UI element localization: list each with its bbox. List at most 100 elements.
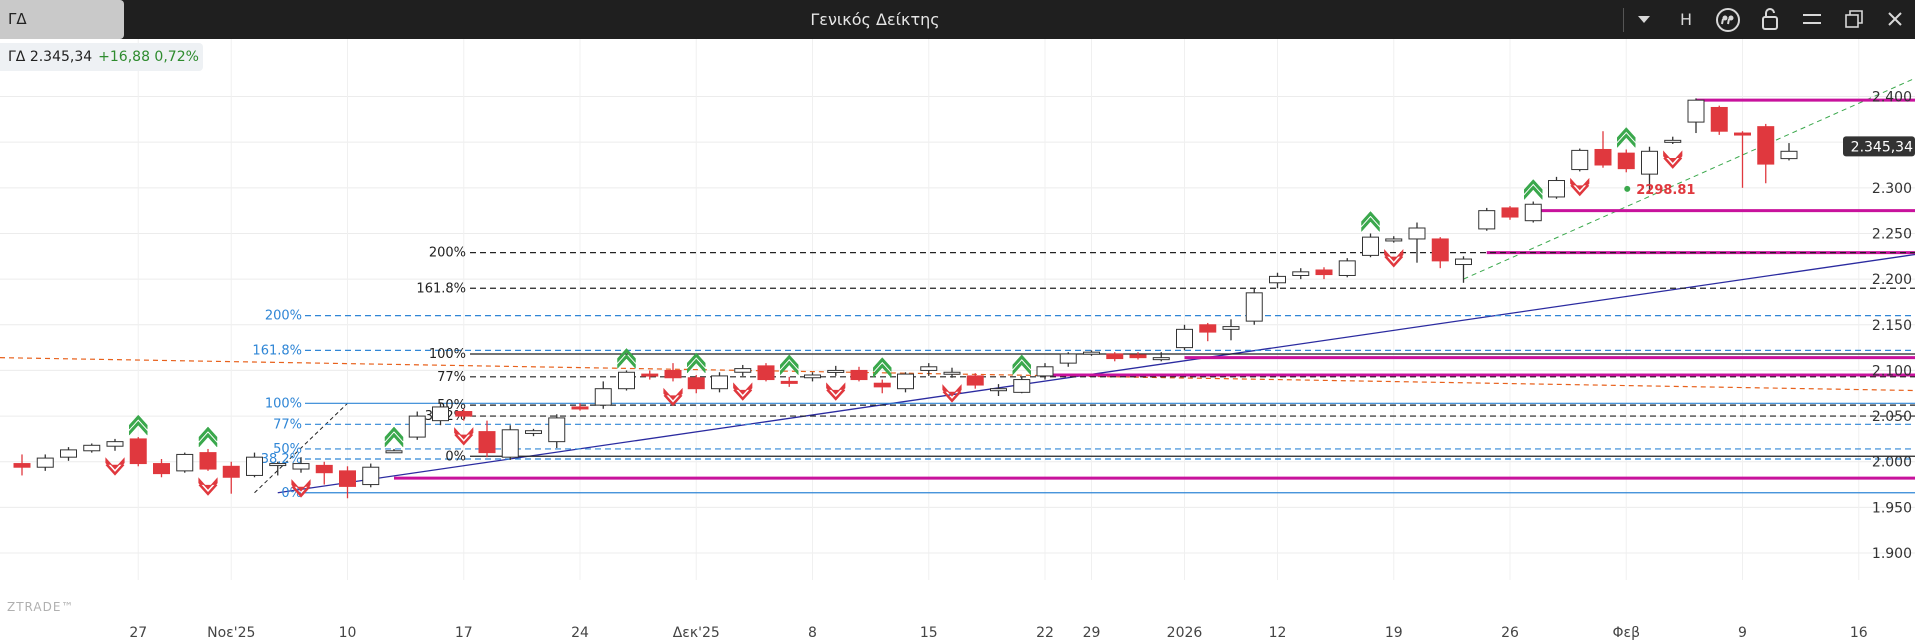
buy-signal-marker	[1012, 354, 1031, 376]
menu-icon[interactable]	[1792, 0, 1832, 39]
time-tick-label: 10	[339, 625, 357, 640]
h-button[interactable]: H	[1666, 0, 1706, 39]
candle-body	[1315, 269, 1333, 276]
candle-body	[60, 449, 77, 458]
candle-body	[548, 417, 566, 443]
price-tick-label: 2.000	[1872, 455, 1912, 471]
candle-body	[664, 369, 682, 379]
time-tick-label: Δεκ'25	[673, 625, 720, 640]
time-tick-label: 29	[1083, 625, 1101, 640]
time-tick-label: 24	[571, 625, 589, 640]
buy-signal-marker	[129, 414, 148, 436]
toolbar-divider	[1623, 8, 1624, 32]
price-tick-label: 2.400	[1872, 90, 1912, 106]
time-tick-label: 26	[1501, 625, 1519, 640]
quote-icon[interactable]	[1708, 0, 1748, 39]
candle-body	[1199, 324, 1217, 333]
price-tick-label: 2.250	[1872, 226, 1912, 242]
quote-change: +16,88 0,72%	[98, 49, 199, 65]
symbol-tab[interactable]: ΓΔ	[0, 0, 124, 39]
candle-body	[1431, 238, 1449, 262]
candle-body	[106, 441, 124, 447]
time-tick-label: 2026	[1167, 625, 1203, 640]
candle-body	[571, 406, 589, 410]
candle-body	[292, 463, 310, 470]
candle-body	[269, 463, 287, 467]
candle-body	[455, 411, 473, 417]
candle-body	[1455, 258, 1472, 266]
price-tick-label: 1.950	[1872, 500, 1912, 516]
candle-body	[362, 466, 380, 486]
price-axis: 1.900 1.950 2.000 2.050 2.100 2.150 2.200 2.250…	[1843, 90, 1915, 562]
fib-level-label: 77%	[273, 417, 302, 432]
candlesticks	[13, 98, 1798, 499]
buy-signal-marker	[1524, 179, 1543, 201]
candle-body	[1524, 203, 1542, 222]
time-tick-label: 9	[1738, 625, 1747, 640]
sell-signal-marker	[291, 479, 311, 498]
candle-body	[1734, 132, 1751, 136]
candle-body	[1152, 357, 1170, 361]
fib-level-label: 161.8%	[252, 343, 302, 358]
quote-box: ΓΔ 2.345,34 +16,88 0,72%	[0, 43, 203, 71]
quote-name: ΓΔ 2.345,34	[8, 49, 93, 65]
candle-body	[1664, 139, 1682, 143]
time-tick-label: Φεβ	[1612, 625, 1640, 640]
candle-body	[36, 457, 54, 468]
fib-level-label: 0%	[445, 449, 466, 464]
fib-level-label: 100%	[265, 396, 302, 411]
h-label: H	[1679, 10, 1693, 29]
close-icon[interactable]	[1875, 0, 1915, 39]
candle-body	[1757, 126, 1775, 165]
time-tick-label: 17	[455, 625, 473, 640]
candle-body	[1594, 148, 1612, 166]
buy-signal-marker	[1361, 211, 1380, 233]
sell-signal-marker	[1384, 249, 1404, 268]
price-chart[interactable]: 200%161.8%100%77%50%38.2%0%200%161.8%100…	[0, 39, 1915, 640]
candle-body	[1617, 152, 1635, 170]
candle-body	[315, 464, 333, 474]
candle-body	[1106, 353, 1124, 360]
candle-body	[1222, 326, 1240, 330]
candle-body	[873, 382, 891, 388]
candle-body	[1501, 207, 1519, 218]
sell-signal-marker	[663, 387, 683, 407]
candle-body	[966, 375, 984, 386]
last-price-tag	[1843, 136, 1915, 157]
buy-signal-marker	[617, 348, 636, 370]
candle-body	[1083, 351, 1100, 355]
buy-signal-marker	[198, 426, 218, 448]
fib-level-label: 200%	[265, 309, 302, 324]
candle-body	[1292, 271, 1310, 276]
buy-signal-marker	[1617, 127, 1636, 149]
candle-body	[1245, 292, 1263, 322]
candle-body	[641, 373, 659, 377]
restore-icon[interactable]	[1834, 0, 1874, 39]
candle-body	[943, 371, 961, 375]
candle-body	[1710, 106, 1728, 132]
buy-signal-marker	[687, 352, 706, 374]
price-tick-label: 2.050	[1872, 409, 1912, 425]
time-tick-label: 12	[1269, 625, 1287, 640]
chevron-down-icon[interactable]	[1624, 0, 1664, 39]
symbol-tab-label: ΓΔ	[8, 10, 27, 28]
sell-signal-marker	[105, 457, 125, 476]
candle-body	[13, 463, 31, 468]
candle-body	[176, 453, 194, 472]
buy-signal-marker	[873, 357, 892, 379]
candle-body	[385, 450, 403, 454]
candle-body	[827, 369, 845, 373]
candle-body	[1338, 260, 1356, 276]
candle-body	[1478, 210, 1496, 230]
candle-body	[525, 430, 542, 434]
candle-body	[478, 431, 496, 454]
time-tick-label: 8	[808, 625, 817, 640]
chart-trendlines	[0, 77, 1915, 494]
sell-signal-marker	[733, 382, 753, 401]
fib-level-label: 200%	[429, 246, 466, 261]
last-price-label: 2.345,34	[1851, 139, 1913, 155]
time-tick-label: Νοε'25	[207, 625, 255, 640]
unlock-icon[interactable]	[1750, 0, 1790, 39]
candle-body	[990, 388, 1007, 392]
signal-markers: 2298.81	[105, 127, 1695, 498]
